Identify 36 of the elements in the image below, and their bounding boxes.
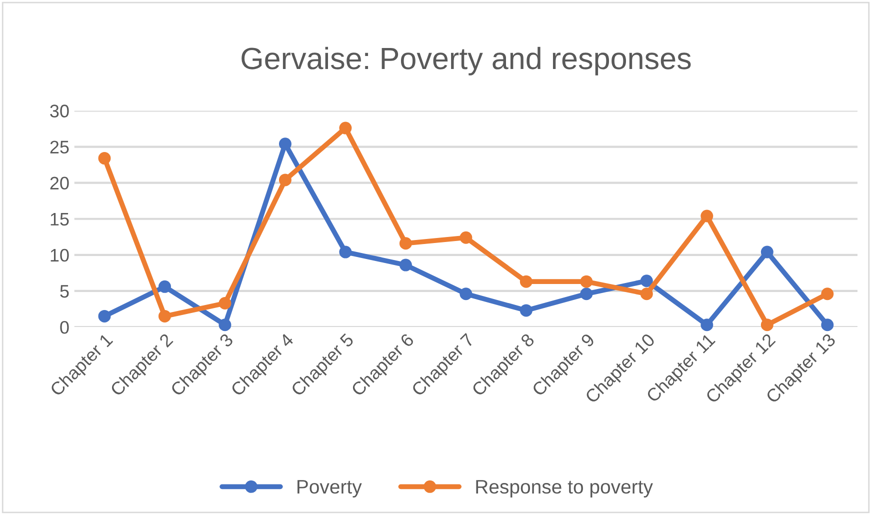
point [460, 231, 472, 244]
point [158, 280, 171, 293]
point [399, 237, 412, 250]
point [98, 310, 111, 322]
point [580, 288, 593, 300]
y-tick-label: 15 [50, 212, 69, 226]
y-tick-label: 10 [50, 248, 69, 262]
legend-label: Poverty [298, 480, 362, 498]
point [700, 210, 714, 222]
y-tick-label: 0 [60, 320, 69, 334]
chart-title: Gervaise: Poverty and responses [242, 46, 691, 76]
point [640, 274, 653, 288]
legend-label: Response to poverty [476, 480, 653, 498]
point [520, 304, 532, 317]
point [760, 246, 774, 258]
point [158, 310, 171, 322]
point [339, 246, 352, 258]
point [640, 288, 653, 300]
y-tick-label: 30 [50, 104, 69, 118]
point [520, 275, 532, 288]
point [580, 275, 593, 288]
point [821, 288, 834, 300]
point [218, 296, 232, 310]
point [700, 318, 714, 332]
y-tick-label: 20 [50, 176, 69, 190]
point [218, 318, 232, 332]
point [760, 318, 774, 332]
point [98, 152, 111, 165]
y-tick-label: 5 [60, 285, 69, 298]
point [821, 318, 834, 332]
point [278, 138, 292, 150]
y-tick-label: 25 [50, 140, 69, 154]
point [460, 288, 472, 300]
point [278, 174, 292, 186]
point [339, 122, 352, 134]
point [399, 258, 412, 272]
